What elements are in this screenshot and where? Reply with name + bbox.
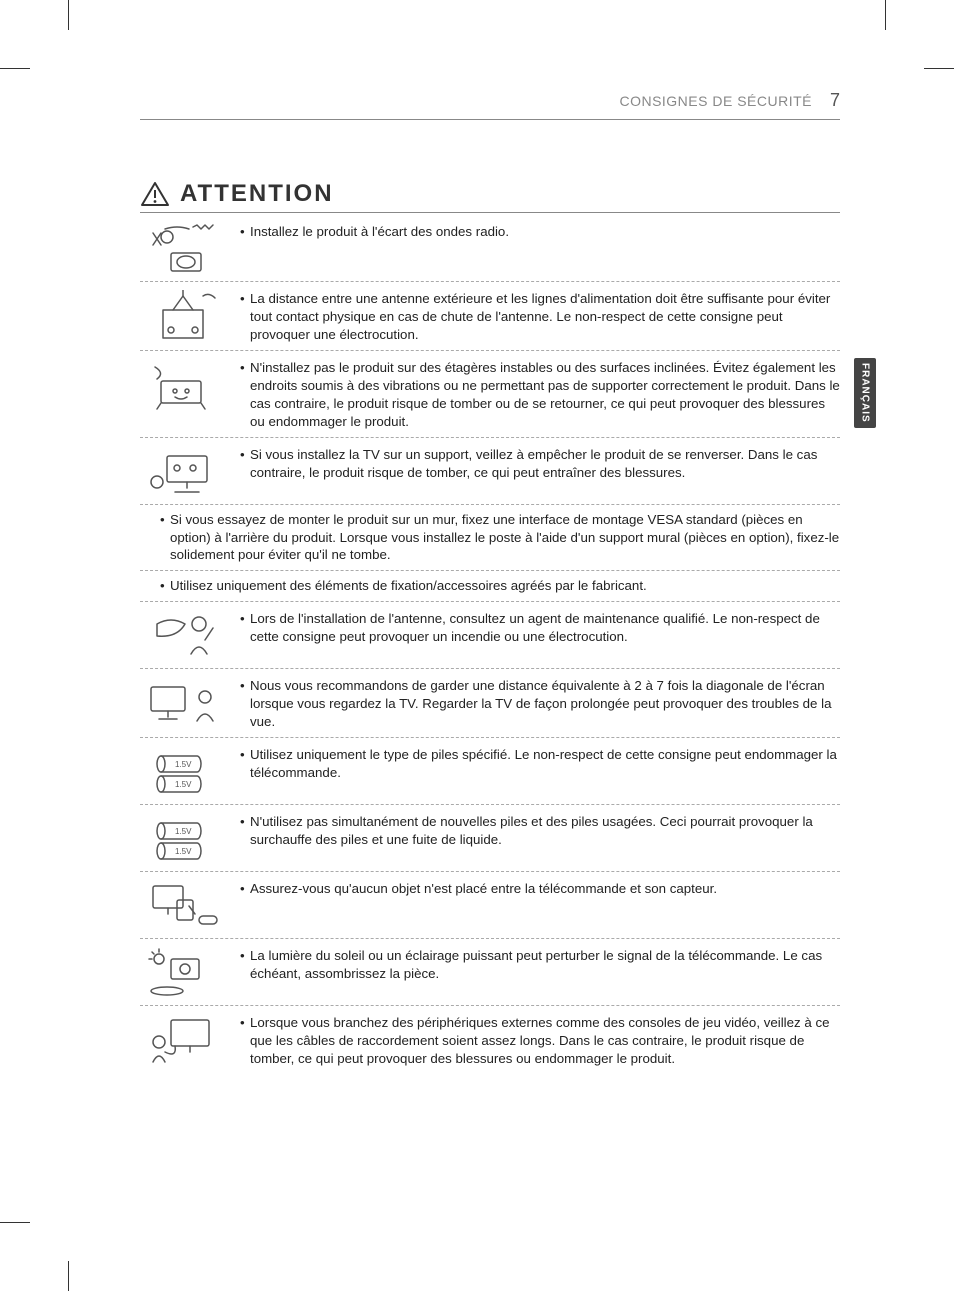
- item-text: N'utilisez pas simultanément de nouvelle…: [250, 813, 840, 849]
- item-text-cell: Si vous installez la TV sur un support, …: [226, 444, 840, 498]
- bullet-line: La lumière du soleil ou un éclairage pui…: [240, 947, 840, 983]
- page-header: CONSIGNES DE SÉCURITÉ 7: [140, 90, 840, 120]
- item-text: Lors de l'installation de l'antenne, con…: [250, 610, 840, 646]
- bullet-line: N'utilisez pas simultanément de nouvelle…: [240, 813, 840, 849]
- svg-text:1.5V: 1.5V: [175, 780, 192, 789]
- item-text-cell: La distance entre une antenne extérieure…: [226, 288, 840, 344]
- bullet-icon: [240, 1014, 250, 1068]
- bullet-line: Lorsque vous branchez des périphériques …: [240, 1014, 840, 1068]
- item-text-cell: Utilisez uniquement le type de piles spé…: [226, 744, 840, 798]
- sunlight-icon: [140, 945, 226, 999]
- safety-item: Lorsque vous branchez des périphériques …: [140, 1006, 840, 1074]
- item-text-cell: Nous vous recommandons de garder une dis…: [226, 675, 840, 731]
- bullet-icon: [240, 746, 250, 782]
- attention-heading: ATTENTION: [140, 180, 840, 213]
- language-tab: FRANÇAIS: [854, 358, 876, 428]
- bullet-line: Utilisez uniquement des éléments de fixa…: [140, 577, 840, 595]
- safety-item: N'installez pas le produit sur des étagè…: [140, 351, 840, 438]
- item-text: Utilisez uniquement le type de piles spé…: [250, 746, 840, 782]
- safety-item: Installez le produit à l'écart des ondes…: [140, 215, 840, 282]
- svg-text:1.5V: 1.5V: [175, 847, 192, 856]
- bullet-icon: [240, 223, 250, 241]
- item-text-cell: La lumière du soleil ou un éclairage pui…: [226, 945, 840, 999]
- item-text: Assurez-vous qu'aucun objet n'est placé …: [250, 880, 840, 898]
- bullet-icon: [240, 947, 250, 983]
- safety-text-item: Utilisez uniquement des éléments de fixa…: [140, 571, 840, 602]
- item-text-cell: N'installez pas le produit sur des étagè…: [226, 357, 840, 431]
- bullet-icon: [240, 610, 250, 646]
- safety-item: 1.5V 1.5V N'utilisez pas simultanément de …: [140, 805, 840, 872]
- item-text: La lumière du soleil ou un éclairage pui…: [250, 947, 840, 983]
- safety-item: Nous vous recommandons de garder une dis…: [140, 669, 840, 738]
- safety-text-item: Si vous essayez de monter le produit sur…: [140, 505, 840, 572]
- safety-item: La distance entre une antenne extérieure…: [140, 282, 840, 351]
- bullet-icon: [240, 880, 250, 898]
- bullet-line: Installez le produit à l'écart des ondes…: [240, 223, 840, 241]
- remote-icon: [140, 878, 226, 932]
- section-title: CONSIGNES DE SÉCURITÉ: [619, 93, 812, 109]
- item-text: Si vous essayez de monter le produit sur…: [170, 511, 840, 565]
- item-text-cell: Installez le produit à l'écart des ondes…: [226, 221, 840, 275]
- page-content: CONSIGNES DE SÉCURITÉ 7 ATTENTION Instal…: [140, 90, 840, 1074]
- bullet-line: Lors de l'installation de l'antenne, con…: [240, 610, 840, 646]
- page-number: 7: [830, 90, 840, 111]
- crop-mark: [0, 1222, 30, 1223]
- bullet-line: Assurez-vous qu'aucun objet n'est placé …: [240, 880, 840, 898]
- bullet-icon: [240, 446, 250, 482]
- bullet-line: N'installez pas le produit sur des étagè…: [240, 359, 840, 431]
- safety-item: 1.5V 1.5V Utilisez uniquement le type de p…: [140, 738, 840, 805]
- item-text: Utilisez uniquement des éléments de fixa…: [170, 577, 840, 595]
- bullet-icon: [160, 511, 170, 565]
- bullet-icon: [240, 359, 250, 431]
- bullet-line: La distance entre une antenne extérieure…: [240, 290, 840, 344]
- crop-mark: [924, 68, 954, 69]
- bullet-line: Nous vous recommandons de garder une dis…: [240, 677, 840, 731]
- console-icon: [140, 1012, 226, 1068]
- bullet-icon: [160, 577, 170, 595]
- attention-label: ATTENTION: [180, 180, 334, 208]
- bullet-line: Si vous installez la TV sur un support, …: [240, 446, 840, 482]
- bullet-icon: [240, 677, 250, 731]
- bullet-line: Utilisez uniquement le type de piles spé…: [240, 746, 840, 782]
- batt2-icon: 1.5V 1.5V: [140, 811, 226, 865]
- item-text: Si vous installez la TV sur un support, …: [250, 446, 840, 482]
- safety-item-list: Installez le produit à l'écart des ondes…: [140, 215, 840, 1074]
- bullet-icon: [240, 813, 250, 849]
- safety-item: Lors de l'installation de l'antenne, con…: [140, 602, 840, 669]
- distance-icon: [140, 675, 226, 731]
- item-text: Installez le produit à l'écart des ondes…: [250, 223, 840, 241]
- crop-mark: [68, 1261, 69, 1291]
- shelf-icon: [140, 357, 226, 431]
- item-text: La distance entre une antenne extérieure…: [250, 290, 840, 344]
- bullet-icon: [240, 290, 250, 344]
- batt1-icon: 1.5V 1.5V: [140, 744, 226, 798]
- svg-text:1.5V: 1.5V: [175, 760, 192, 769]
- item-text-cell: Assurez-vous qu'aucun objet n'est placé …: [226, 878, 840, 932]
- svg-text:1.5V: 1.5V: [175, 827, 192, 836]
- item-text-cell: Lorsque vous branchez des périphériques …: [226, 1012, 840, 1068]
- installer-icon: [140, 608, 226, 662]
- safety-item: La lumière du soleil ou un éclairage pui…: [140, 939, 840, 1006]
- radio-icon: [140, 221, 226, 275]
- safety-item: Si vous installez la TV sur un support, …: [140, 438, 840, 505]
- stand-icon: [140, 444, 226, 498]
- crop-mark: [0, 68, 30, 69]
- item-text: Lorsque vous branchez des périphériques …: [250, 1014, 840, 1068]
- item-text-cell: N'utilisez pas simultanément de nouvelle…: [226, 811, 840, 865]
- item-text: Nous vous recommandons de garder une dis…: [250, 677, 840, 731]
- safety-item: Assurez-vous qu'aucun objet n'est placé …: [140, 872, 840, 939]
- warning-triangle-icon: [140, 181, 170, 207]
- antenna-icon: [140, 288, 226, 344]
- crop-mark: [885, 0, 886, 30]
- bullet-line: Si vous essayez de monter le produit sur…: [140, 511, 840, 565]
- crop-mark: [68, 0, 69, 30]
- item-text-cell: Lors de l'installation de l'antenne, con…: [226, 608, 840, 662]
- item-text: N'installez pas le produit sur des étagè…: [250, 359, 840, 431]
